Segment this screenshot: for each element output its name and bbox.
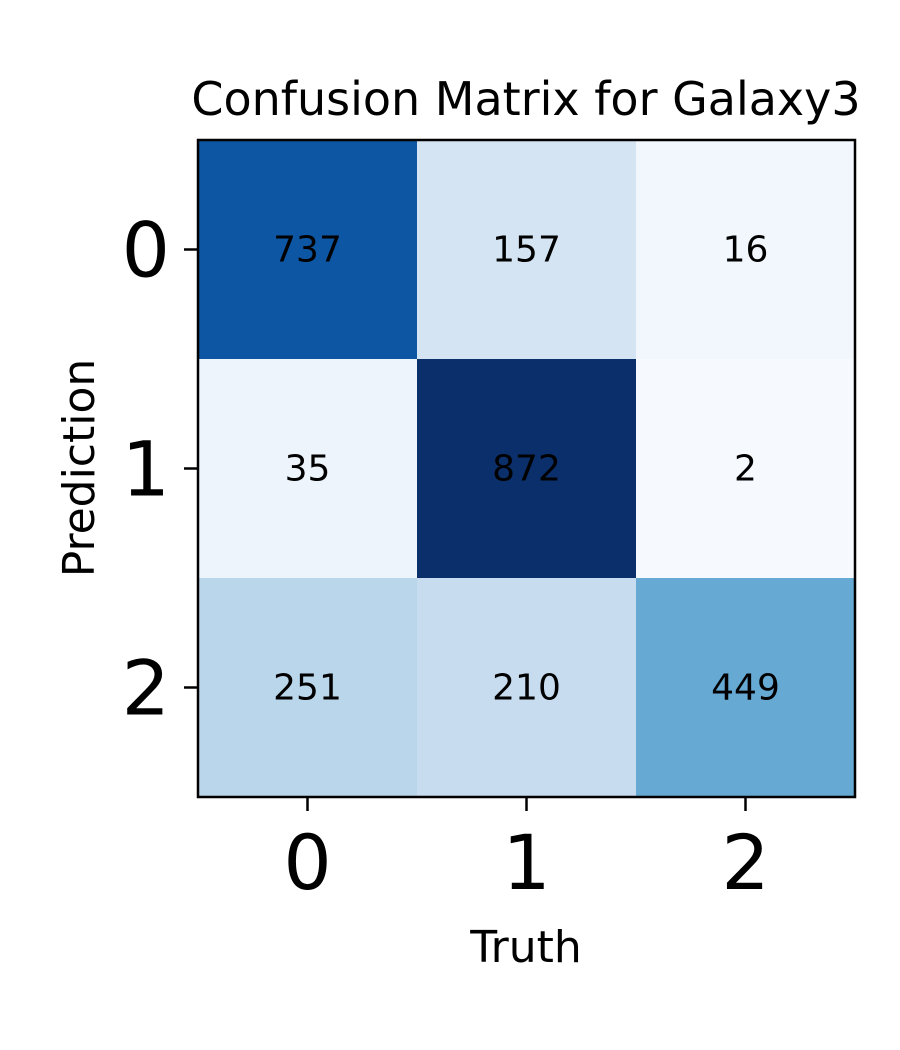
y-tick-label: 0 [122, 206, 170, 295]
x-tick-label: 0 [283, 818, 331, 907]
cell-value-label: 2 [734, 449, 757, 490]
cell-value-label: 872 [492, 449, 561, 490]
cell-value-label: 449 [711, 668, 780, 709]
y-tick-label: 2 [122, 644, 170, 733]
matrix-cell [198, 359, 418, 579]
axis-ticks: 0 0 1 1 2 2 [122, 206, 770, 908]
cell-value-label: 35 [285, 449, 331, 490]
cell-value-label: 16 [723, 230, 769, 271]
matrix-cell [417, 140, 637, 360]
matrix-cell [417, 578, 637, 798]
y-tick-label: 1 [122, 425, 170, 514]
cell-value-label: 251 [273, 668, 342, 709]
matrix-cell [636, 359, 856, 579]
matrix-cell [636, 578, 856, 798]
y-axis-label: Prediction [54, 359, 105, 578]
cell-value-label: 210 [492, 668, 561, 709]
chart-title: Confusion Matrix for Galaxy3 [191, 72, 860, 126]
x-tick-label: 2 [721, 818, 769, 907]
x-tick-label: 1 [502, 818, 550, 907]
matrix-cell [198, 578, 418, 798]
matrix-cell [198, 140, 418, 360]
cell-value-label: 157 [492, 230, 561, 271]
matrix-cell [417, 359, 637, 579]
matrix-cell [636, 140, 856, 360]
cell-value-label: 737 [273, 230, 342, 271]
x-axis-label: Truth [469, 922, 582, 973]
matrix-cells: 737 157 16 35 872 2 251 210 449 [198, 140, 856, 798]
